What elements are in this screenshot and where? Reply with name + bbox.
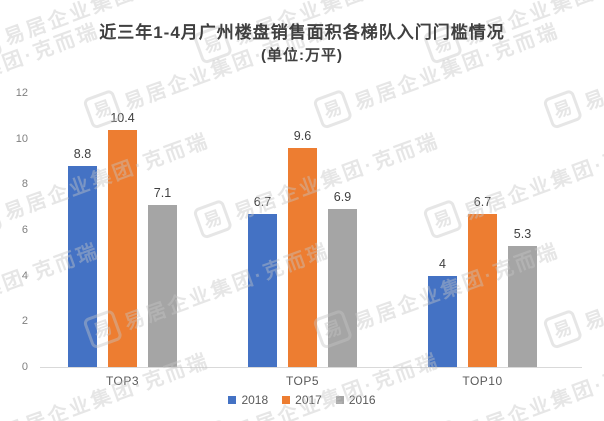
- legend-item-2017: 2017: [282, 393, 322, 407]
- legend-swatch-icon: [228, 396, 237, 404]
- bar-2016-TOP10: [508, 246, 537, 367]
- bar-2016-TOP5: [328, 209, 357, 367]
- y-tick-label: 0: [21, 361, 28, 373]
- legend-label: 2018: [241, 393, 269, 407]
- bar-value-label: 9.6: [293, 129, 312, 143]
- bar-2018-TOP5: [248, 214, 277, 367]
- bar-2018-TOP10: [428, 276, 457, 367]
- legend-label: 2016: [348, 393, 376, 407]
- legend-swatch-icon: [282, 396, 291, 404]
- bar-value-label: 7.1: [153, 186, 172, 200]
- legend: 2018 2017 2016: [0, 393, 604, 407]
- y-tick-label: 6: [21, 224, 28, 236]
- bar-value-label: 4: [439, 257, 446, 271]
- legend-label: 2017: [295, 393, 322, 407]
- x-category-label: TOP5: [285, 374, 320, 388]
- y-tick-label: 2: [21, 315, 28, 328]
- bar-2016-TOP3: [148, 205, 177, 367]
- y-tick-label: 4: [21, 269, 28, 282]
- bar-value-label: 6.7: [473, 195, 492, 209]
- x-axis-line: [40, 367, 582, 368]
- bar-value-label: 5.3: [513, 227, 532, 241]
- y-tick-label: 12: [15, 87, 28, 99]
- bar-value-label: 10.4: [110, 111, 135, 125]
- bar-2018-TOP3: [68, 166, 97, 367]
- bar-2017-TOP3: [108, 130, 137, 367]
- x-category-label: TOP3: [105, 374, 140, 388]
- chart-subtitle: (单位:万平): [261, 47, 343, 64]
- legend-swatch-icon: [335, 396, 344, 404]
- bar-2017-TOP10: [468, 214, 497, 367]
- bar-value-label: 8.8: [73, 147, 92, 161]
- y-tick-label: 10: [15, 132, 28, 145]
- y-tick-label: 8: [21, 178, 28, 191]
- legend-item-2016: 2016: [335, 393, 376, 407]
- chart-title: 近三年1-4月广州楼盘销售面积各梯队入门门槛情况: [99, 23, 505, 42]
- bar-value-label: 6.7: [253, 195, 272, 209]
- x-category-label: TOP10: [462, 374, 503, 388]
- bar-value-label: 6.9: [333, 190, 352, 204]
- legend-item-2018: 2018: [228, 393, 268, 407]
- bar-2017-TOP5: [288, 148, 317, 367]
